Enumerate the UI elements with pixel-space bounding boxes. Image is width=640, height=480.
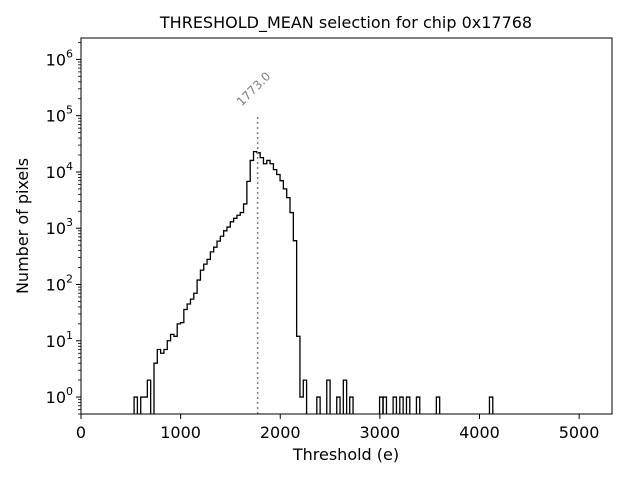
mean-marker-label: 1773.0 bbox=[234, 69, 274, 109]
plot-area: 1773.0 0 1000 2000 3000 4000 5000 100 101 102 103 1… bbox=[46, 37, 613, 442]
histogram-outlier-bin-9 bbox=[415, 396, 421, 414]
histogram-outlier-bin-3 bbox=[336, 396, 341, 414]
y-tick-label: 106 bbox=[46, 47, 73, 69]
histogram-outlier-bin-7 bbox=[399, 396, 404, 414]
y-tick-label: 104 bbox=[46, 160, 73, 182]
x-tick-label: 0 bbox=[76, 423, 86, 442]
y-tick-label: 102 bbox=[46, 273, 73, 295]
y-tick-label: 100 bbox=[46, 385, 73, 407]
chart-title: THRESHOLD_MEAN selection for chip 0x1776… bbox=[159, 13, 532, 33]
x-tick-label: 1000 bbox=[160, 423, 201, 442]
x-axis-label: Threshold (e) bbox=[292, 445, 399, 464]
histogram-outlier-bin-5 bbox=[382, 396, 388, 414]
x-tick-label: 5000 bbox=[559, 423, 600, 442]
x-tick-label: 2000 bbox=[260, 423, 301, 442]
histogram-outlier-bin-8 bbox=[405, 396, 411, 414]
y-tick-label: 101 bbox=[46, 329, 73, 351]
plot-frame bbox=[80, 37, 613, 415]
x-tick-label: 3000 bbox=[360, 423, 401, 442]
y-tick-label: 105 bbox=[46, 104, 73, 126]
histogram-outlier-bin-2 bbox=[326, 379, 331, 414]
histogram-outlier-bin-4 bbox=[342, 379, 348, 414]
histogram-steps bbox=[133, 150, 384, 414]
x-tick-label: 4000 bbox=[459, 423, 500, 442]
histogram-outlier-bin-11 bbox=[488, 396, 494, 414]
histogram-outlier-bin-10 bbox=[435, 396, 441, 414]
y-tick-label: 103 bbox=[46, 216, 73, 238]
y-axis-label: Number of pixels bbox=[13, 158, 32, 294]
histogram-outlier-bin-1 bbox=[316, 396, 321, 414]
histogram-outlier-bin-6 bbox=[392, 396, 398, 414]
